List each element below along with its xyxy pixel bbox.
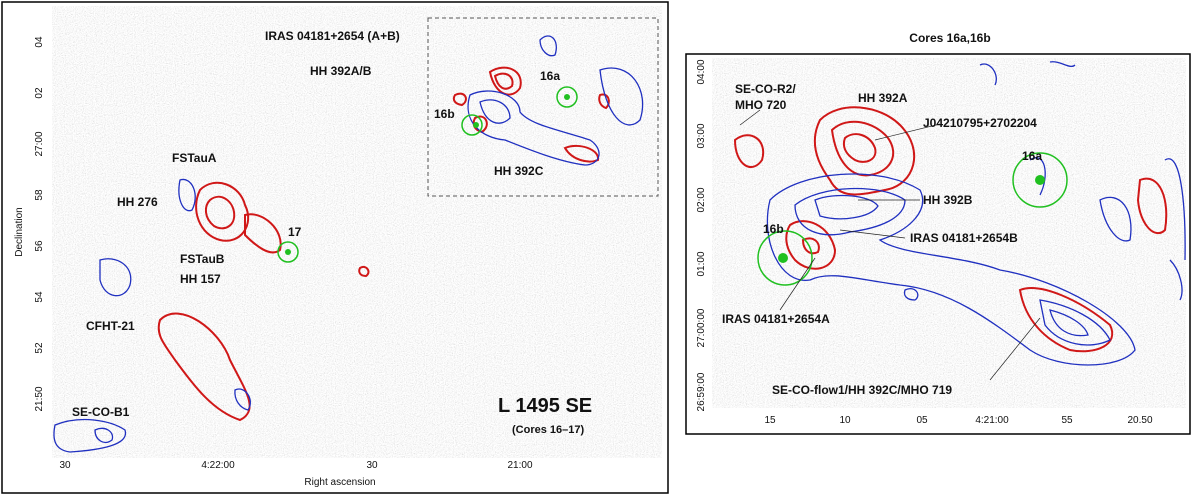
label: HH 157 — [180, 272, 221, 286]
left-image — [51, 5, 663, 459]
x-ticks: 30 4:22:00 30 21:00 — [59, 460, 533, 471]
y-ticks: 04:00 03:00 02:00 01:00 27:00:00 26:59:00 — [696, 59, 707, 411]
label: 16b — [763, 222, 784, 236]
y-ticks: 04 02 27:00 58 56 54 52 21:50 — [34, 36, 45, 412]
label: HH 392B — [923, 193, 973, 207]
x-tick-label: 4:21:00 — [975, 415, 1009, 426]
cores — [757, 152, 1068, 286]
y-tick-label: 58 — [34, 189, 45, 201]
y-tick-label: 52 — [34, 342, 45, 354]
y-tick-label: 04 — [34, 36, 45, 48]
label: HH 276 — [117, 195, 158, 209]
label: HH 392A — [858, 91, 908, 105]
label: FSTauA — [172, 151, 217, 165]
label: CFHT-21 — [86, 319, 135, 333]
label: 16a — [1022, 149, 1042, 163]
label: SE-CO-flow1/HH 392C/MHO 719 — [772, 383, 952, 397]
y-tick-label: 02:00 — [696, 187, 707, 212]
x-tick-label: 30 — [59, 460, 71, 471]
panel-title: Cores 16a,16b — [909, 31, 990, 45]
label: FSTauB — [180, 252, 225, 266]
x-tick-label: 05 — [916, 415, 928, 426]
x-tick-label: 30 — [366, 460, 378, 471]
cores — [277, 86, 578, 263]
x-ticks: 15 10 05 4:21:00 55 20.50 — [764, 415, 1153, 426]
panel-title: L 1495 SE — [498, 395, 592, 417]
label: IRAS 04181+2654 (A+B) — [265, 29, 400, 43]
panel-subtitle: (Cores 16–17) — [512, 424, 584, 436]
label: J04210795+2702204 — [923, 116, 1037, 130]
y-tick-label: 01:00 — [696, 251, 707, 276]
blue-contours — [766, 61, 1186, 366]
left-panel: IRAS 04181+2654 (A+B) HH 392A/B 16a 16b … — [1, 1, 669, 494]
y-tick-label: 56 — [34, 240, 45, 252]
label: HH 392A/B — [310, 64, 372, 78]
label: 16a — [540, 69, 560, 83]
red-contours — [733, 106, 1168, 353]
y-tick-label: 54 — [34, 291, 45, 303]
y-tick-label: 03:00 — [696, 123, 707, 148]
y-axis-label: Declination — [14, 207, 25, 256]
x-tick-label: 21:00 — [507, 460, 532, 471]
y-tick-label: 26:59:00 — [696, 372, 707, 411]
label: HH 392C — [494, 164, 544, 178]
zoom-box — [427, 17, 659, 197]
label: SE-CO-B1 — [72, 405, 130, 419]
red-contours — [157, 66, 610, 422]
x-tick-label: 15 — [764, 415, 776, 426]
blue-contours — [53, 35, 644, 453]
y-tick-label: 21:50 — [34, 386, 45, 411]
label: SE-CO-R2/ — [735, 82, 796, 96]
label: 17 — [288, 225, 302, 239]
label: MHO 720 — [735, 98, 787, 112]
label: IRAS 04181+2654B — [910, 231, 1018, 245]
x-tick-label: 20.50 — [1127, 415, 1152, 426]
y-tick-label: 27:00:00 — [696, 308, 707, 347]
right-panel: Cores 16a,16b SE-CO-R2/ MHO 720 HH 392A … — [685, 31, 1191, 435]
y-tick-label: 02 — [34, 87, 45, 99]
leader-lines — [739, 109, 1041, 381]
x-tick-label: 4:22:00 — [201, 460, 235, 471]
label: IRAS 04181+2654A — [722, 312, 830, 326]
right-image — [712, 58, 1186, 408]
x-tick-label: 55 — [1061, 415, 1073, 426]
y-tick-label: 04:00 — [696, 59, 707, 84]
label: 16b — [434, 107, 455, 121]
x-axis-label: Right ascension — [304, 477, 375, 488]
x-tick-label: 10 — [839, 415, 851, 426]
y-tick-label: 27:00 — [34, 131, 45, 156]
